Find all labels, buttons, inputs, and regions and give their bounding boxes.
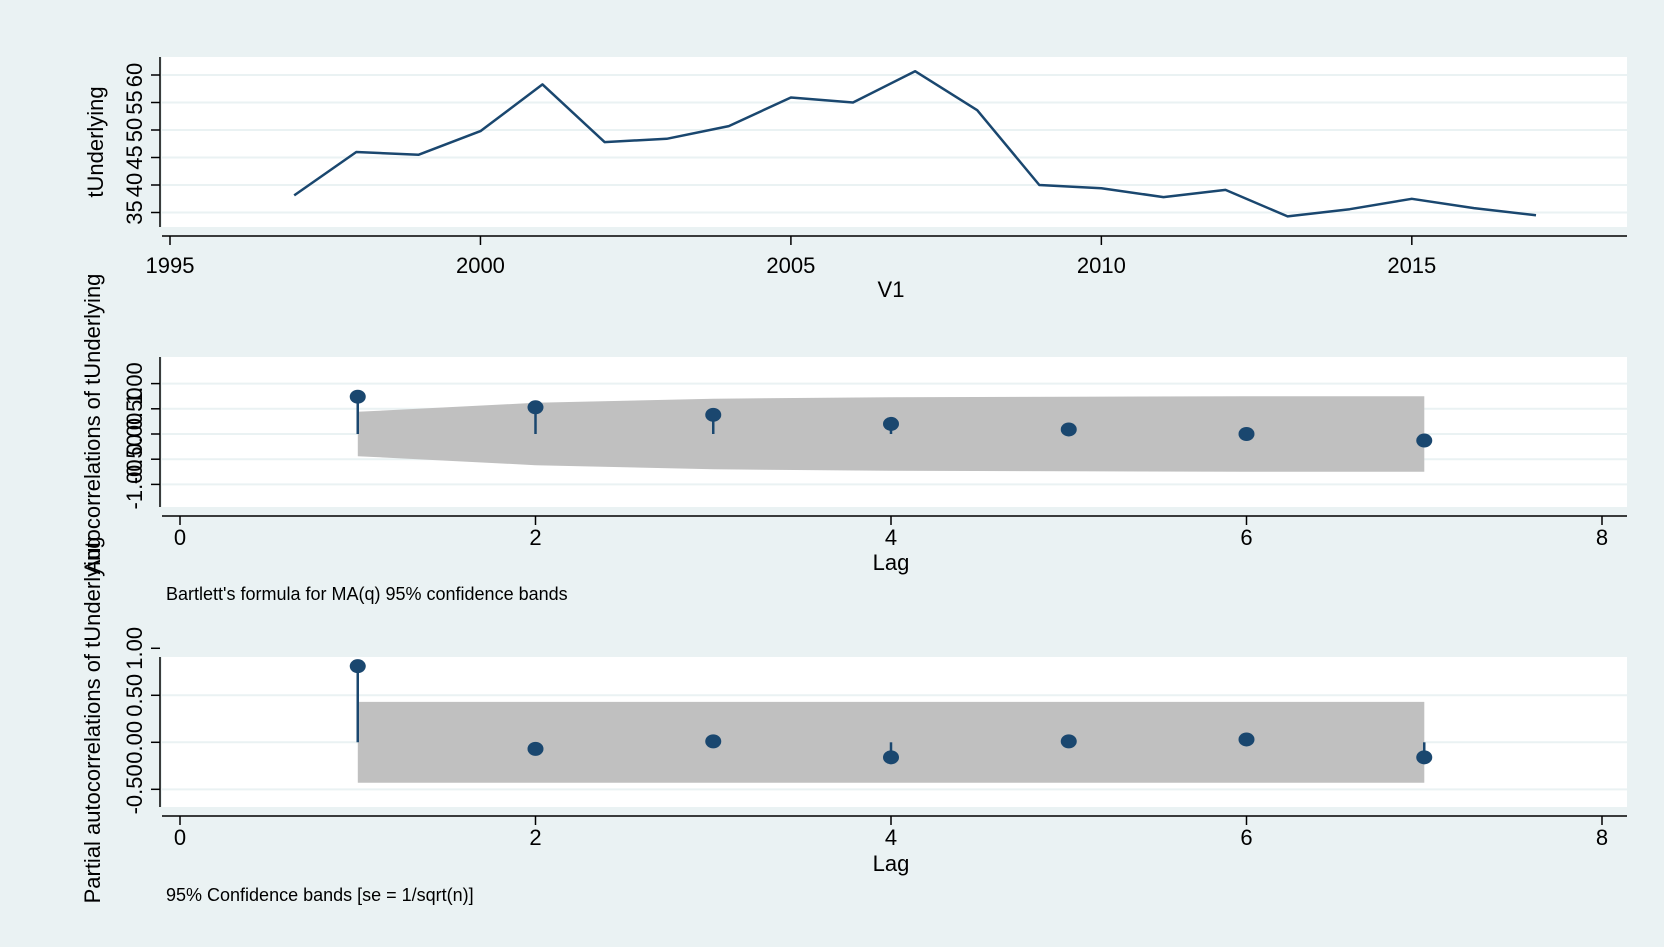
x-tick-label: 1995 — [146, 253, 195, 278]
y-tick-label: -1.00 — [122, 459, 147, 509]
x-tick-label: 4 — [885, 825, 897, 850]
y-tick-label: 55 — [122, 90, 147, 114]
pacf-confidence-band — [357, 701, 1425, 783]
line-chart-panel: 35 40 45 50 55 60 1995 2000 2005 2010 2015 V1 tUn… — [83, 57, 1627, 302]
line-chart-plot-area — [162, 57, 1627, 227]
line-chart-y-axis-title: tUnderlying — [83, 86, 108, 197]
data-point — [1416, 750, 1433, 765]
y-tick-label: 0.00 — [122, 413, 147, 456]
data-point — [1238, 732, 1255, 747]
line-chart-x-axis-title: V1 — [878, 277, 905, 302]
data-point — [527, 400, 544, 415]
y-tick-label: 0.50 — [122, 387, 147, 430]
x-tick-label: 2010 — [1077, 253, 1126, 278]
line-chart-gridlines — [162, 74, 1627, 214]
data-point — [883, 750, 899, 765]
data-point — [705, 407, 722, 422]
y-tick-label: 50 — [122, 118, 147, 142]
y-tick-label: 45 — [122, 145, 147, 169]
acf-chart-panel: -1.00-0.500.000.501.00 0 2 4 6 8 Lag Autocor… — [80, 274, 1627, 604]
pacf-x-axis: 0 2 4 6 8 — [162, 815, 1627, 850]
x-tick-label: 0 — [174, 525, 186, 550]
data-point — [1060, 734, 1077, 749]
confidence-band-area — [357, 701, 1425, 783]
y-tick-label: 40 — [122, 173, 147, 197]
line-chart-series — [293, 69, 1537, 218]
y-tick-label: 0.50 — [122, 674, 147, 717]
pacf-y-axis-title: Partial autocorrelations of tUnderlying — [80, 537, 105, 904]
data-point — [1416, 433, 1433, 448]
y-tick-label: 0.00 — [122, 721, 147, 764]
x-tick-label: 4 — [885, 525, 897, 550]
x-tick-label: 0 — [174, 825, 186, 850]
acf-confidence-note: Bartlett's formula for MA(q) 95% confide… — [166, 584, 568, 604]
acf-y-axis-title: Autocorrelations of tUnderlying — [80, 274, 105, 575]
acf-y-axis: -1.00-0.500.000.501.00 — [122, 357, 161, 509]
data-point — [527, 741, 544, 756]
y-tick-label: 60 — [122, 63, 147, 87]
acf-series — [349, 389, 1433, 448]
line-chart-x-axis: 1995 2000 2005 2010 2015 — [146, 235, 1627, 278]
x-tick-label: 6 — [1240, 525, 1252, 550]
y-tick-label: -0.50 — [122, 434, 147, 484]
x-tick-label: 2 — [529, 525, 541, 550]
y-tick-label: -0.50 — [122, 764, 147, 814]
x-tick-label: 8 — [1596, 825, 1608, 850]
y-tick-label: 1.00 — [122, 362, 147, 405]
pacf-confidence-note: 95% Confidence bands [se = 1/sqrt(n)] — [166, 885, 474, 905]
pacf-chart-panel: -0.500.00 0.50 1.00 0 2 4 6 8 Lag Partial auto… — [80, 537, 1627, 905]
data-point — [883, 416, 899, 431]
x-tick-label: 8 — [1596, 525, 1608, 550]
x-tick-label: 2000 — [456, 253, 505, 278]
acf-x-axis: 0 2 4 6 8 — [162, 515, 1627, 550]
data-point — [349, 389, 366, 404]
pacf-x-axis-title: Lag — [873, 851, 910, 876]
data-point — [1060, 422, 1077, 437]
data-point — [349, 659, 366, 674]
data-point — [705, 734, 722, 749]
pacf-y-axis: -0.500.00 0.50 1.00 — [122, 627, 161, 814]
acf-x-axis-title: Lag — [873, 550, 910, 575]
pacf-series — [349, 659, 1433, 765]
x-tick-label: 2 — [529, 825, 541, 850]
x-tick-label: 2005 — [766, 253, 815, 278]
x-tick-label: 6 — [1240, 825, 1252, 850]
y-tick-label: 1.00 — [122, 627, 147, 670]
y-tick-label: 35 — [122, 200, 147, 224]
data-point — [1238, 427, 1255, 441]
x-tick-label: 2015 — [1387, 253, 1436, 278]
line-chart-y-axis: 35 40 45 50 55 60 — [122, 57, 161, 227]
series-line — [293, 69, 1537, 218]
